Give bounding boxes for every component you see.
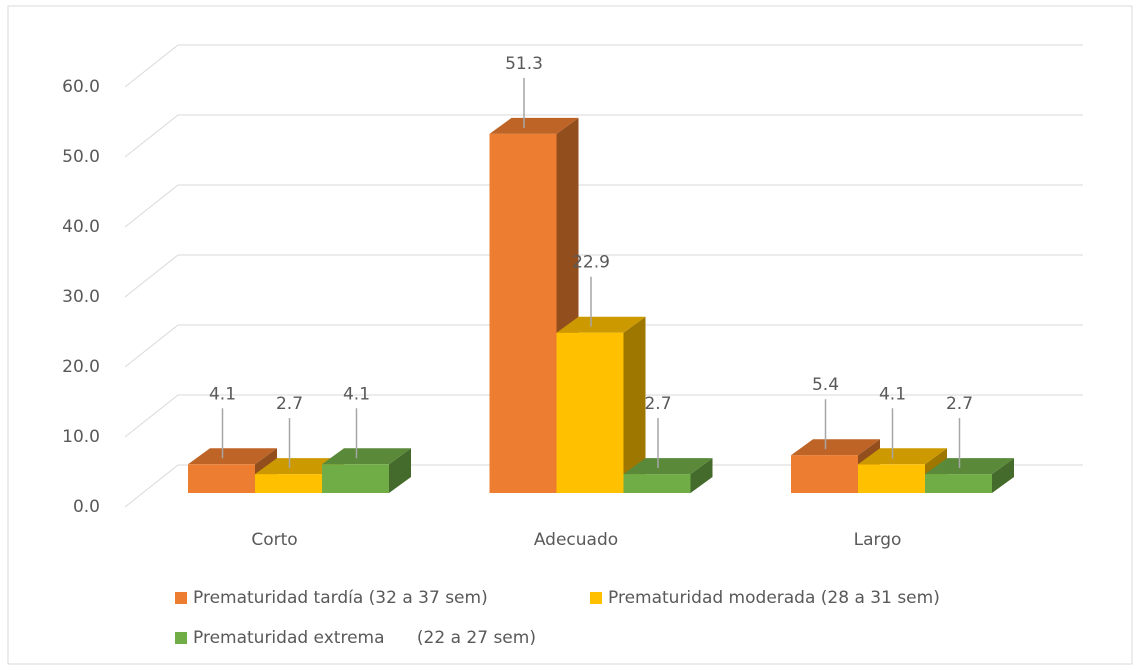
grid-line (124, 394, 1083, 438)
grid-line (124, 184, 1083, 228)
legend-swatch (175, 632, 187, 644)
x-tick-label: Corto (251, 530, 297, 550)
data-label: 5.4 (812, 375, 839, 395)
data-label: 2.7 (276, 394, 303, 414)
bar (556, 316, 646, 493)
data-label: 22.9 (572, 253, 610, 273)
legend-swatch (175, 592, 187, 604)
data-label: 51.3 (505, 54, 543, 74)
data-label: 2.7 (644, 394, 671, 414)
data-label: 2.7 (946, 394, 973, 414)
grid-line (124, 324, 1083, 368)
bar-top (791, 439, 880, 456)
bar-top (188, 448, 277, 465)
bar-front (322, 464, 389, 493)
bar (925, 458, 1014, 493)
x-tick-label: Adecuado (534, 530, 618, 550)
bar-top (623, 458, 713, 475)
y-tick-label: 20.0 (62, 357, 100, 377)
y-tick-label: 40.0 (62, 217, 100, 237)
data-label: 4.1 (879, 384, 906, 404)
bar-top (322, 448, 411, 465)
data-label: 4.1 (343, 384, 370, 404)
bar-top (556, 316, 646, 333)
data-label: 4.1 (209, 384, 236, 404)
legend-swatch (590, 592, 602, 604)
bar-front (791, 455, 858, 493)
y-tick-label: 0.0 (73, 497, 100, 517)
y-tick-label: 50.0 (62, 147, 100, 167)
bar-side (623, 316, 646, 493)
legend-label: Prematuridad tardía (32 a 37 sem) (193, 588, 488, 608)
bar-top (255, 458, 344, 475)
bar (623, 458, 713, 493)
bar-front (925, 474, 992, 493)
bar (489, 117, 579, 494)
y-tick-label: 10.0 (62, 427, 100, 447)
y-tick-label: 30.0 (62, 287, 100, 307)
legend-label: Prematuridad moderada (28 a 31 sem) (608, 588, 940, 608)
grid-line (124, 254, 1083, 298)
y-tick-label: 60.0 (62, 77, 100, 97)
legend-label: Prematuridad extrema (22 a 27 sem) (193, 628, 536, 648)
bar-top (489, 117, 579, 134)
bar-side (992, 458, 1014, 493)
bar (188, 448, 277, 493)
grid-line (124, 464, 1083, 508)
bar-front (556, 332, 624, 493)
grid-line (124, 44, 1083, 88)
bar-side (389, 448, 411, 493)
grid-line (124, 114, 1083, 158)
bar-top (858, 448, 947, 465)
bar-front (858, 464, 925, 493)
bar (322, 448, 411, 493)
bar-front (188, 464, 255, 493)
bar-front (623, 474, 691, 493)
bar-front (255, 474, 322, 493)
x-tick-label: Largo (854, 530, 902, 550)
bar-front (489, 133, 557, 493)
bar-side (690, 458, 713, 493)
bar-top (925, 458, 1014, 475)
